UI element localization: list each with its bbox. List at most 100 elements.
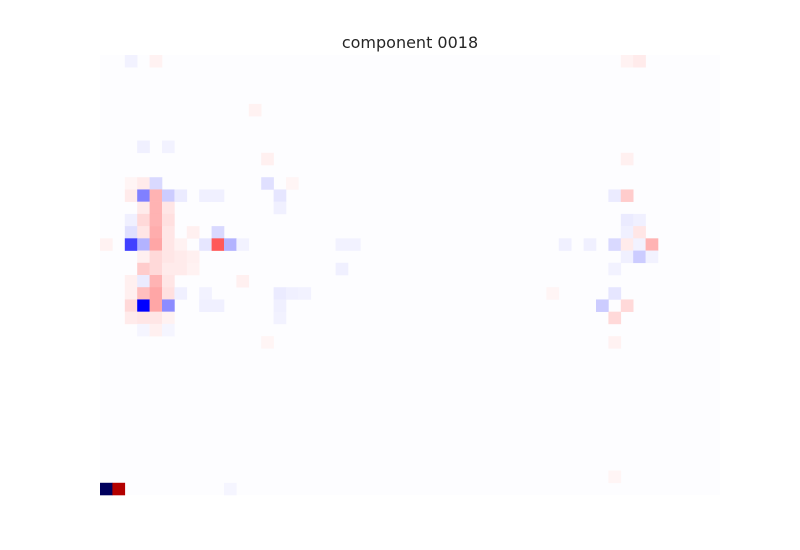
heatmap-cell [149, 311, 163, 325]
heatmap-cell [199, 238, 212, 251]
heatmap-cell [211, 226, 225, 239]
chart-title: component 0018 [341, 33, 479, 52]
heatmap-cell [162, 226, 175, 239]
heatmap-cell [162, 140, 175, 154]
heatmap-cell [124, 311, 138, 325]
heatmap-cell [261, 177, 274, 190]
heatmap-cell [137, 213, 150, 227]
heatmap-cell [620, 299, 634, 312]
heatmap-cell [149, 177, 163, 190]
heatmap-cell [124, 287, 138, 300]
heatmap-cell [273, 189, 287, 202]
heatmap-cell [149, 238, 163, 251]
heatmap-cell [137, 250, 150, 264]
heatmap-cell [620, 250, 634, 264]
heatmap-cell [162, 238, 175, 251]
heatmap-cell [608, 287, 622, 300]
heatmap-cell [645, 250, 659, 264]
heatmap-cell [162, 287, 175, 300]
heatmap-cell [137, 177, 150, 190]
heatmap-cell [124, 226, 138, 239]
heatmap-cell [137, 201, 150, 215]
heatmap-cell [162, 189, 175, 202]
heatmap-cell [273, 299, 287, 312]
heatmap-cell [174, 262, 188, 276]
heatmap-cell [620, 152, 634, 166]
heatmap-cell [124, 213, 138, 227]
heatmap-cell [124, 189, 138, 202]
heatmap-cell [149, 323, 163, 337]
heatmap-cell [174, 238, 188, 251]
heatmap-cell [224, 482, 237, 496]
heatmap-cell [596, 299, 609, 312]
heatmap-cell [633, 238, 646, 251]
heatmap-cell [137, 287, 150, 300]
heatmap-cell [186, 262, 200, 276]
heatmap-cell [608, 311, 622, 325]
heatmap-cell [286, 177, 299, 190]
heatmap-cell [124, 299, 138, 312]
heatmap-cell [286, 287, 299, 300]
heatmap-cell [620, 213, 634, 227]
heatmap-cell [149, 299, 163, 312]
heatmap-cell [273, 201, 287, 215]
heatmap-cell [348, 238, 361, 251]
heatmap-cell [248, 103, 262, 117]
heatmap-cells [100, 55, 659, 496]
heatmap-cell [211, 299, 225, 312]
heatmap-cell [137, 262, 150, 276]
heatmap-cell [162, 299, 175, 312]
heatmap-cell [124, 238, 138, 251]
heatmap-cell [100, 482, 113, 496]
heatmap-cell [298, 287, 312, 300]
heatmap-cell [186, 226, 200, 239]
heatmap-cell [149, 226, 163, 239]
heatmap-cell [608, 238, 622, 251]
heatmap-cell [273, 287, 287, 300]
heatmap-cell [224, 238, 237, 251]
heatmap-cell [273, 311, 287, 325]
heatmap-cell [620, 226, 634, 239]
heatmap-cell [100, 238, 113, 251]
heatmap-cell [162, 201, 175, 215]
heatmap-cell [186, 250, 200, 264]
heatmap-cell [546, 287, 560, 300]
heatmap-cell [583, 238, 597, 251]
heatmap-cell [335, 262, 349, 276]
heatmap-cell [137, 226, 150, 239]
heatmap-cell [162, 275, 175, 288]
heatmap-cell [149, 201, 163, 215]
heatmap-cell [149, 275, 163, 288]
heatmap-cell [149, 250, 163, 264]
heatmap-cell [236, 238, 250, 251]
heatmap-cell [112, 482, 126, 496]
heatmap-cell [162, 323, 175, 337]
heatmap-cell [633, 55, 646, 68]
heatmap-cell [335, 238, 349, 251]
heatmap-cell [162, 213, 175, 227]
heatmap-cell [149, 262, 163, 276]
heatmap-cell [137, 323, 150, 337]
heatmap-cell [124, 275, 138, 288]
heatmap-cell [608, 189, 622, 202]
heatmap-cell [174, 287, 188, 300]
heatmap-cell [199, 189, 212, 202]
heatmap-cell [124, 177, 138, 190]
heatmap-cell [149, 287, 163, 300]
heatmap-cell [620, 238, 634, 251]
heatmap-cell [261, 152, 274, 166]
heatmap-cell [162, 250, 175, 264]
heatmap-cell [261, 336, 274, 349]
heatmap-cell [633, 213, 646, 227]
heatmap-cell [149, 55, 163, 68]
heatmap-cell [137, 140, 150, 154]
heatmap-cell [162, 262, 175, 276]
heatmap-cell [211, 238, 225, 251]
heatmap-cell [137, 189, 150, 202]
heatmap-cell [236, 275, 250, 288]
heatmap-cell [633, 250, 646, 264]
heatmap-cell [608, 470, 622, 484]
heatmap-cell [149, 189, 163, 202]
heatmap-cell [174, 250, 188, 264]
